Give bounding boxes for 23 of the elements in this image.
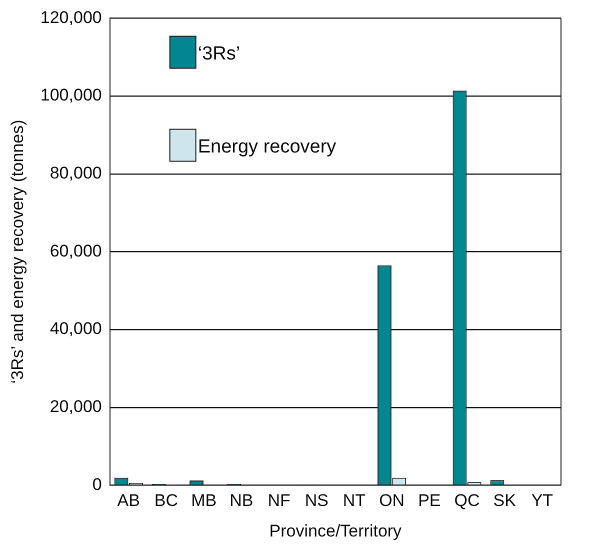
x-tick-label: NS — [304, 491, 328, 510]
x-tick-label: QC — [454, 491, 480, 510]
x-tick-label: AB — [117, 491, 140, 510]
legend-label: ‘3Rs’ — [198, 43, 240, 64]
y-axis-title: ‘3Rs’ and energy recovery (tonnes) — [8, 120, 27, 384]
y-tick-label: 0 — [92, 474, 102, 494]
y-tick-label: 120,000 — [40, 8, 102, 27]
y-tick-label: 100,000 — [40, 86, 102, 105]
x-tick-label: MB — [191, 491, 217, 510]
y-tick-label: 20,000 — [50, 397, 102, 416]
x-tick-label: PE — [418, 491, 441, 510]
x-tick-label: YT — [531, 491, 554, 510]
x-tick-label: BC — [154, 491, 178, 510]
x-tick-label: SK — [493, 491, 517, 510]
x-tick-label: NT — [342, 491, 366, 510]
x-tick-label: NB — [230, 491, 254, 510]
x-tick-label: NF — [268, 491, 290, 510]
y-tick-label: 80,000 — [50, 164, 102, 183]
y-tick-label: 60,000 — [50, 241, 102, 260]
y-tick-label: 40,000 — [50, 319, 102, 338]
legend-label: Energy recovery — [198, 136, 337, 158]
x-tick-label: ON — [379, 491, 405, 510]
x-axis-title: Province/Territory — [269, 521, 402, 540]
